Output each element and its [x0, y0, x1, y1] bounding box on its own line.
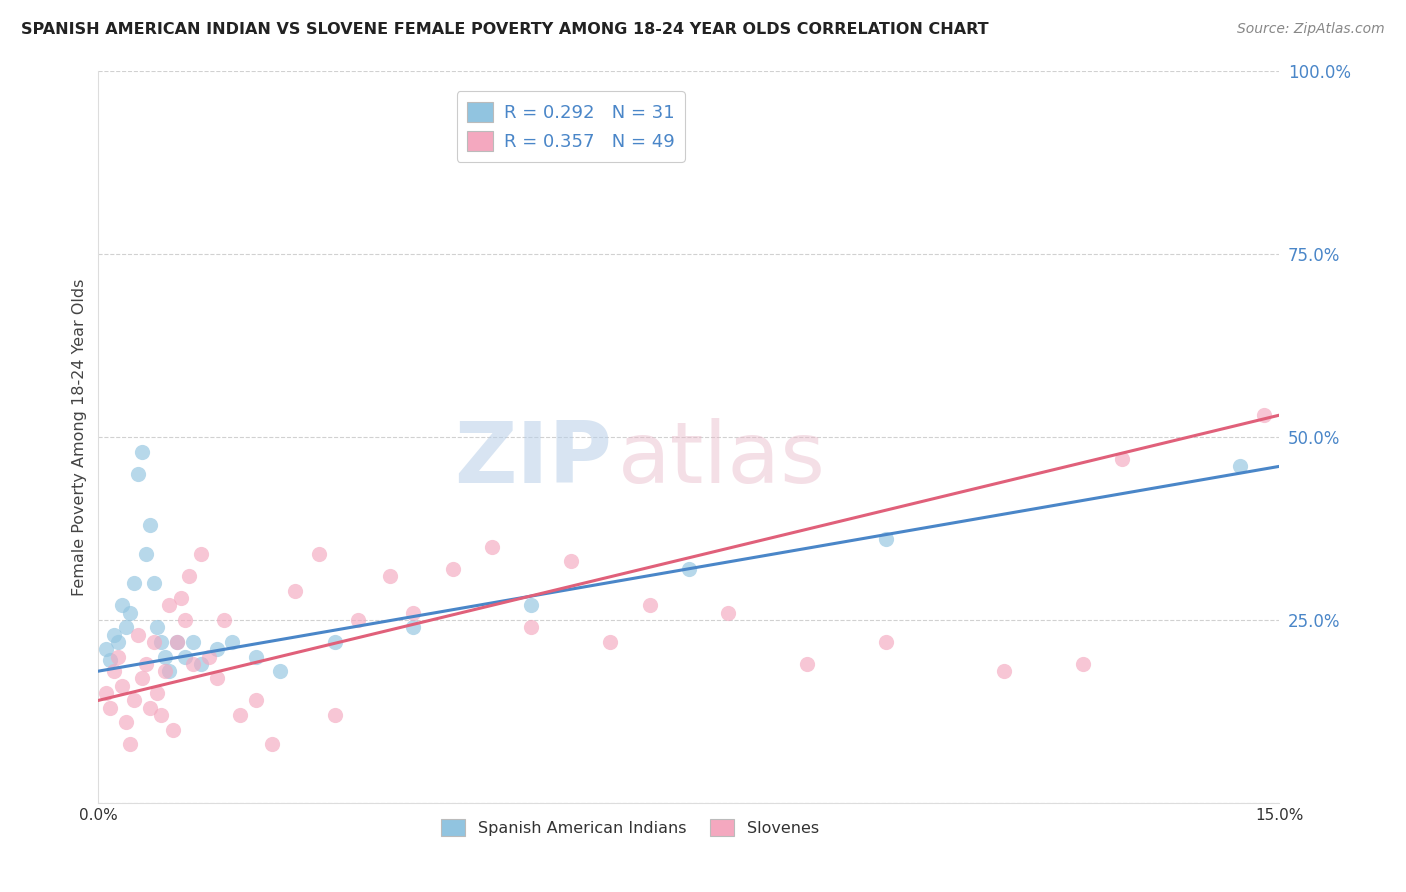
Point — [402, 606, 425, 620]
Point — [138, 517, 160, 532]
Point — [127, 627, 149, 641]
Point — [142, 576, 165, 591]
Text: ZIP: ZIP — [454, 417, 612, 500]
Point — [98, 700, 121, 714]
Point — [402, 620, 425, 634]
Text: Source: ZipAtlas.com: Source: ZipAtlas.com — [1237, 22, 1385, 37]
Point — [111, 679, 134, 693]
Point — [520, 599, 543, 613]
Point — [157, 664, 180, 678]
Point — [98, 653, 121, 667]
Point — [155, 649, 177, 664]
Point — [378, 569, 401, 583]
Y-axis label: Female Poverty Among 18-24 Year Olds: Female Poverty Among 18-24 Year Olds — [72, 278, 87, 596]
Point — [796, 657, 818, 671]
Point — [107, 649, 129, 664]
Point — [197, 649, 219, 664]
Point — [96, 686, 118, 700]
Point — [162, 723, 184, 737]
Point — [115, 715, 138, 730]
Point — [181, 635, 204, 649]
Point — [166, 635, 188, 649]
Point — [118, 606, 141, 620]
Point — [146, 620, 169, 634]
Point — [122, 693, 145, 707]
Point — [205, 672, 228, 686]
Point — [229, 708, 252, 723]
Point — [135, 547, 157, 561]
Point — [166, 635, 188, 649]
Point — [111, 599, 134, 613]
Point — [441, 562, 464, 576]
Point — [157, 599, 180, 613]
Point — [122, 576, 145, 591]
Point — [190, 547, 212, 561]
Point — [177, 569, 200, 583]
Point — [205, 642, 228, 657]
Point — [135, 657, 157, 671]
Point — [520, 620, 543, 634]
Point — [308, 547, 330, 561]
Point — [138, 700, 160, 714]
Point — [245, 649, 267, 664]
Point — [347, 613, 370, 627]
Point — [638, 599, 661, 613]
Point — [190, 657, 212, 671]
Point — [181, 657, 204, 671]
Point — [599, 635, 621, 649]
Point — [214, 613, 236, 627]
Point — [118, 737, 141, 751]
Point — [875, 533, 897, 547]
Point — [245, 693, 267, 707]
Point — [221, 635, 243, 649]
Point — [1229, 459, 1251, 474]
Point — [96, 642, 118, 657]
Point — [560, 554, 582, 568]
Point — [260, 737, 283, 751]
Point — [323, 708, 346, 723]
Point — [103, 664, 125, 678]
Point — [284, 583, 307, 598]
Point — [993, 664, 1015, 678]
Point — [127, 467, 149, 481]
Point — [131, 444, 153, 458]
Point — [1071, 657, 1094, 671]
Point — [131, 672, 153, 686]
Point — [107, 635, 129, 649]
Point — [174, 649, 197, 664]
Point — [142, 635, 165, 649]
Point — [875, 635, 897, 649]
Point — [323, 635, 346, 649]
Text: SPANISH AMERICAN INDIAN VS SLOVENE FEMALE POVERTY AMONG 18-24 YEAR OLDS CORRELAT: SPANISH AMERICAN INDIAN VS SLOVENE FEMAL… — [21, 22, 988, 37]
Point — [146, 686, 169, 700]
Point — [269, 664, 291, 678]
Point — [170, 591, 193, 605]
Point — [481, 540, 503, 554]
Point — [1111, 452, 1133, 467]
Point — [717, 606, 740, 620]
Point — [150, 708, 173, 723]
Point — [115, 620, 138, 634]
Point — [1253, 408, 1275, 422]
Point — [103, 627, 125, 641]
Text: atlas: atlas — [619, 417, 827, 500]
Point — [678, 562, 700, 576]
Point — [155, 664, 177, 678]
Point — [150, 635, 173, 649]
Point — [174, 613, 197, 627]
Legend: Spanish American Indians, Slovenes: Spanish American Indians, Slovenes — [434, 813, 825, 842]
